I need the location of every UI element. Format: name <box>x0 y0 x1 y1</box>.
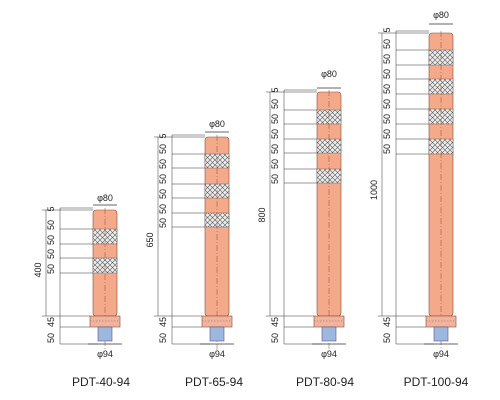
top-diameter-label: φ80 <box>433 10 449 20</box>
band-dim-label: 5 <box>158 133 168 138</box>
model-name: PDT-80-94 <box>296 375 354 389</box>
base-diameter-label: φ94 <box>321 349 337 359</box>
model-name: PDT-40-94 <box>72 375 130 389</box>
top-diameter-label: φ80 <box>97 193 113 203</box>
base-dim-label: 50 <box>270 333 280 343</box>
band-dim-label: 5 <box>382 27 392 32</box>
model-name: PDT-100-94 <box>404 375 469 389</box>
base-dim-label: 50 <box>158 333 168 343</box>
band-dim-label: 50 <box>382 69 392 79</box>
band-dim-label: 50 <box>158 144 168 154</box>
height-label: 800 <box>257 207 267 222</box>
band-dim-label: 50 <box>158 174 168 184</box>
band-dim-label: 50 <box>158 159 168 169</box>
height-label: 400 <box>33 262 43 277</box>
band-dim-label: 50 <box>382 114 392 124</box>
band-dim-label: 5 <box>270 87 280 92</box>
anchor-socket <box>209 326 225 342</box>
base-dim-label: 45 <box>382 317 392 327</box>
post-pdt-100-94: φ80 φ94 5 50 50 50 50 50 50 5 <box>369 10 469 389</box>
base-diameter-label: φ94 <box>209 349 225 359</box>
anchor-socket <box>433 326 449 342</box>
height-label: 1000 <box>369 180 379 200</box>
post-pdt-80-94: φ80 φ94 5 50 50 50 50 50 50 45 50 80 <box>257 69 354 389</box>
anchor-socket <box>321 326 337 342</box>
band-dim-label: 50 <box>158 189 168 199</box>
base-diameter-label: φ94 <box>433 349 449 359</box>
height-label: 650 <box>145 232 155 247</box>
base-plate <box>425 315 457 328</box>
base-dim-label: 50 <box>46 333 56 343</box>
band-dim-label: 50 <box>382 129 392 139</box>
band-dim-label: 50 <box>158 218 168 228</box>
band-dim-label: 50 <box>46 220 56 230</box>
band-dim-label: 50 <box>382 54 392 64</box>
band-dim-label: 50 <box>382 39 392 49</box>
model-name: PDT-65-94 <box>185 375 243 389</box>
band-dim-label: 50 <box>270 174 280 184</box>
band-dim-label: 50 <box>270 144 280 154</box>
base-dim-label: 45 <box>270 317 280 327</box>
base-plate <box>313 315 345 328</box>
band-dim-label: 50 <box>270 99 280 109</box>
band-dim-label: 50 <box>270 159 280 169</box>
band-dim-label: 50 <box>270 129 280 139</box>
band-dim-label: 50 <box>382 144 392 154</box>
base-dim-label: 45 <box>158 317 168 327</box>
base-plate <box>201 315 233 328</box>
base-diameter-label: φ94 <box>97 349 113 359</box>
band-dim-label: 50 <box>46 235 56 245</box>
band-dim-label: 50 <box>46 249 56 259</box>
anchor-socket <box>97 326 113 342</box>
top-diameter-label: φ80 <box>209 119 225 129</box>
band-dim-label: 5 <box>46 206 56 211</box>
band-dim-label: 50 <box>382 84 392 94</box>
base-dim-label: 50 <box>382 333 392 343</box>
post-pdt-40-94: φ80 φ94 5 50 50 50 50 45 50 400 PDT-40-9 <box>33 193 130 389</box>
band-dim-label: 50 <box>382 99 392 109</box>
post-pdt-65-94: φ80 φ94 5 50 50 50 50 50 50 45 50 65 <box>145 119 243 389</box>
band-dim-label: 50 <box>158 204 168 214</box>
base-dim-label: 45 <box>46 317 56 327</box>
band-dim-label: 50 <box>46 264 56 274</box>
top-diameter-label: φ80 <box>321 69 337 79</box>
base-plate <box>89 315 121 328</box>
band-dim-label: 50 <box>270 114 280 124</box>
